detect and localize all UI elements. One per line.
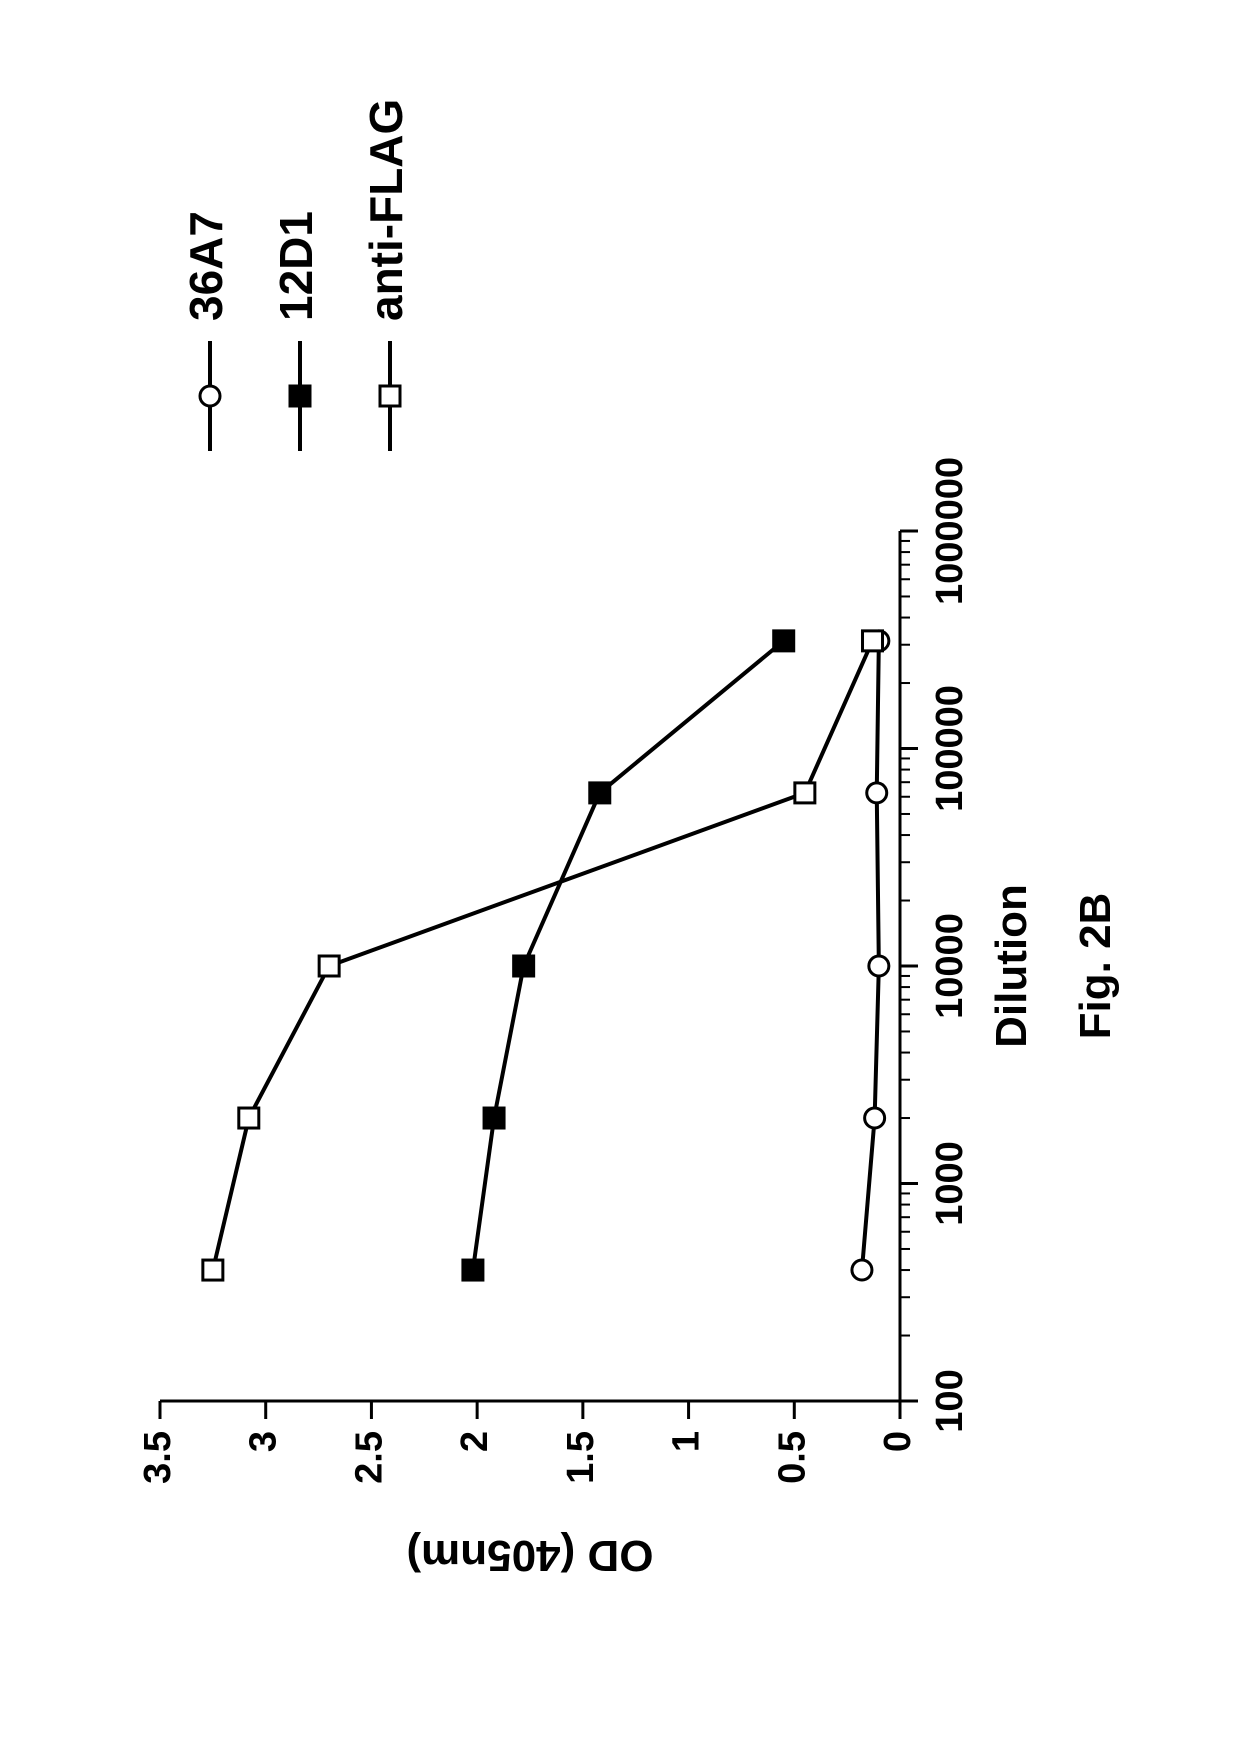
y-tick-label: 3 bbox=[243, 1431, 285, 1452]
rotated-canvas: 0 0.5 1 1.5 2 2.5 3 3.5 100 1000 10000 100000 100000… bbox=[0, 0, 1240, 1751]
y-tick-label: 2 bbox=[454, 1431, 496, 1452]
marker-square-open bbox=[319, 956, 339, 976]
x-tick-label: 100000 bbox=[929, 685, 971, 812]
marker-square-filled bbox=[514, 956, 534, 976]
legend-label: 12D1 bbox=[270, 211, 322, 321]
y-tick-label: 0 bbox=[877, 1431, 919, 1452]
marker-square-open bbox=[239, 1108, 259, 1128]
legend-label: 36A7 bbox=[180, 211, 232, 321]
marker-circle-open bbox=[865, 1108, 885, 1128]
legend-label: anti-FLAG bbox=[360, 99, 412, 321]
marker-circle-open bbox=[869, 956, 889, 976]
x-tick-label: 100 bbox=[929, 1369, 971, 1432]
x-tick-label: 1000000 bbox=[929, 457, 971, 605]
marker-circle-open bbox=[852, 1260, 872, 1280]
y-axis-title: OD (405nm) bbox=[407, 1531, 654, 1580]
marker-square-open bbox=[863, 631, 883, 651]
page: 0 0.5 1 1.5 2 2.5 3 3.5 100 1000 10000 100000 100000… bbox=[0, 0, 1240, 1751]
x-axis-title: Dilution bbox=[987, 884, 1036, 1048]
marker-square-open bbox=[795, 783, 815, 803]
marker-square-open bbox=[380, 386, 400, 406]
marker-square-filled bbox=[590, 783, 610, 803]
marker-square-open bbox=[203, 1260, 223, 1280]
marker-square-filled bbox=[774, 631, 794, 651]
x-tick-label: 10000 bbox=[929, 913, 971, 1019]
marker-square-filled bbox=[484, 1108, 504, 1128]
marker-square-filled bbox=[290, 386, 310, 406]
y-tick-label: 1.5 bbox=[560, 1431, 602, 1484]
marker-square-filled bbox=[463, 1260, 483, 1280]
figure-caption: Fig. 2B bbox=[1071, 893, 1120, 1040]
y-tick-label: 3.5 bbox=[137, 1431, 179, 1484]
x-tick-label: 1000 bbox=[929, 1141, 971, 1226]
marker-circle-open bbox=[200, 386, 220, 406]
y-tick-label: 1 bbox=[666, 1431, 708, 1452]
marker-circle-open bbox=[867, 783, 887, 803]
y-tick-label: 2.5 bbox=[348, 1431, 390, 1484]
chart-svg: 0 0.5 1 1.5 2 2.5 3 3.5 100 1000 10000 100000 100000… bbox=[0, 0, 1240, 1751]
y-tick-label: 0.5 bbox=[771, 1431, 813, 1484]
